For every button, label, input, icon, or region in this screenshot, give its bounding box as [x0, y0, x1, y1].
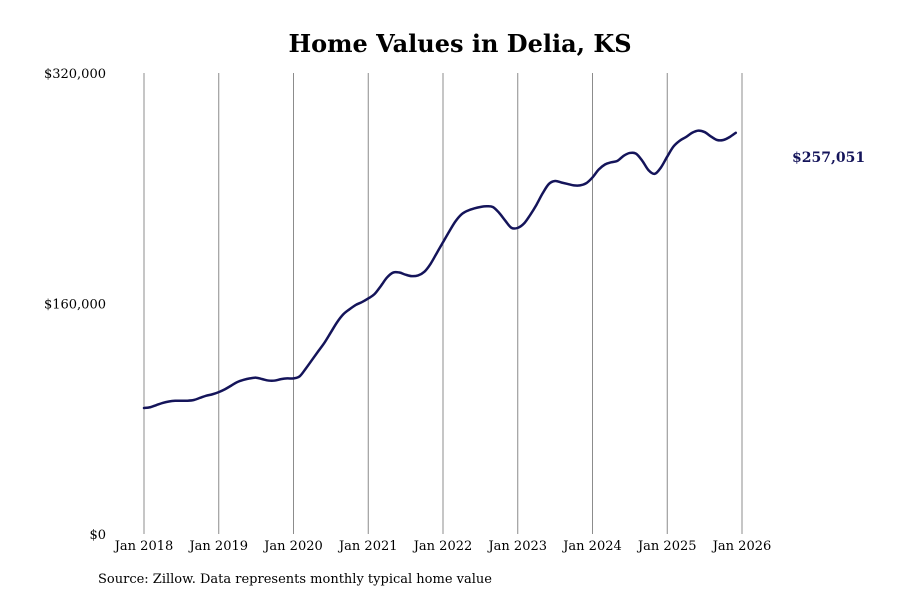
y-axis-ticks: $0 $160,000 $320,000: [44, 67, 106, 543]
x-tick-label: Jan 2020: [262, 539, 323, 554]
source-note: Source: Zillow. Data represents monthly …: [98, 572, 492, 587]
x-tick-label: Jan 2021: [337, 539, 398, 554]
y-tick-label: $0: [89, 528, 106, 543]
x-tick-label: Jan 2026: [711, 539, 772, 554]
x-tick-label: Jan 2022: [412, 539, 473, 554]
x-tick-label: Jan 2019: [187, 539, 248, 554]
x-tick-label: Jan 2023: [486, 539, 547, 554]
x-tick-label: Jan 2024: [561, 539, 622, 554]
series-line: [142, 129, 738, 410]
x-tick-label: Jan 2025: [636, 539, 697, 554]
x-axis-ticks: Jan 2018 Jan 2019 Jan 2020 Jan 2021 Jan 2022…: [113, 539, 772, 554]
x-tick-label: Jan 2018: [113, 539, 174, 554]
y-tick-label: $320,000: [44, 67, 106, 82]
end-value-label: $257,051: [792, 150, 865, 166]
series-group: [142, 129, 738, 410]
chart-title: Home Values in Delia, KS: [288, 29, 631, 58]
gridlines: [143, 73, 743, 534]
y-tick-label: $160,000: [44, 298, 106, 313]
